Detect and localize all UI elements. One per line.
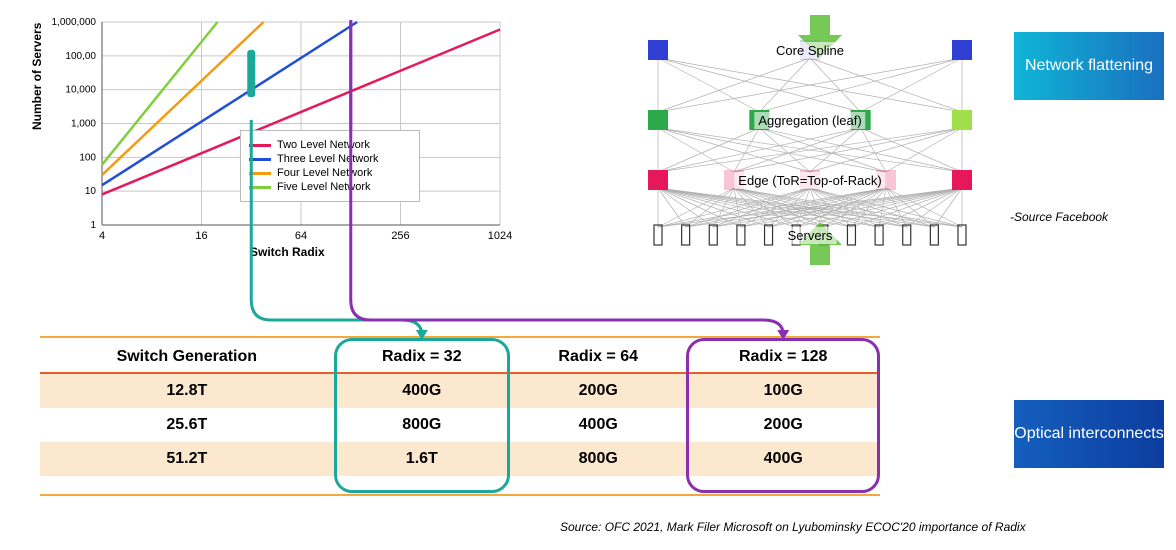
legend-label: Five Level Network: [277, 181, 371, 193]
legend-label: Three Level Network: [277, 153, 379, 165]
table-cell: 100G: [686, 374, 880, 408]
badge-network-flattening: Network flattening: [1014, 32, 1164, 100]
footer-source: Source: OFC 2021, Mark Filer Microsoft o…: [560, 520, 1026, 534]
legend-swatch: [249, 144, 271, 147]
legend-row: Four Level Network: [249, 167, 411, 179]
switch-radix-table: Switch GenerationRadix = 32Radix = 64Rad…: [40, 340, 880, 476]
svg-text:1,000: 1,000: [71, 119, 96, 130]
svg-text:10,000: 10,000: [65, 85, 96, 96]
legend-row: Two Level Network: [249, 139, 411, 151]
table-cell: 1.6T: [334, 442, 510, 476]
svg-text:10: 10: [85, 186, 97, 197]
chart-legend: Two Level Network Three Level Network Four…: [240, 130, 420, 202]
topology-source-label: -Source Facebook: [1010, 210, 1108, 224]
table-cell: 800G: [510, 442, 686, 476]
legend-row: Three Level Network: [249, 153, 411, 165]
legend-swatch: [249, 172, 271, 175]
topology-layer-label: Edge (ToR=Top-of-Rack): [734, 172, 885, 189]
servers-vs-radix-chart: Number of Servers Switch Radix 1101001,0…: [40, 10, 520, 260]
table-header: Radix = 32: [334, 340, 510, 374]
network-topology-diagram: Core Spline Aggregation (leaf) Edge (ToR=T…: [620, 10, 1000, 270]
svg-text:64: 64: [295, 230, 307, 242]
table-rule: [40, 336, 880, 338]
svg-text:256: 256: [391, 230, 409, 242]
legend-swatch: [249, 158, 271, 161]
table-rule: [40, 494, 880, 496]
table-header: Switch Generation: [40, 340, 334, 374]
svg-text:4: 4: [99, 230, 105, 242]
legend-label: Two Level Network: [277, 139, 370, 151]
topology-layer-label: Aggregation (leaf): [754, 112, 865, 129]
table-header: Radix = 64: [510, 340, 686, 374]
table-row: 12.8T400G200G100G: [40, 374, 880, 408]
legend-swatch: [249, 186, 271, 189]
table-cell: 12.8T: [40, 374, 334, 408]
table-cell: 400G: [334, 374, 510, 408]
svg-text:16: 16: [195, 230, 207, 242]
table-cell: 25.6T: [40, 408, 334, 442]
table-cell: 200G: [510, 374, 686, 408]
svg-text:100: 100: [79, 152, 96, 163]
svg-text:100,00: 100,00: [65, 51, 96, 62]
svg-text:1024: 1024: [488, 230, 512, 242]
badge-optical-interconnects: Optical interconnects: [1014, 400, 1164, 468]
table-header: Radix = 128: [686, 340, 880, 374]
table-cell: 400G: [510, 408, 686, 442]
table-row: 25.6T800G400G200G: [40, 408, 880, 442]
table-cell: 200G: [686, 408, 880, 442]
table-cell: 800G: [334, 408, 510, 442]
svg-text:1: 1: [90, 220, 96, 231]
table-cell: 51.2T: [40, 442, 334, 476]
legend-row: Five Level Network: [249, 181, 411, 193]
svg-text:1,000,000: 1,000,000: [52, 17, 97, 28]
table-row: 51.2T1.6T800G400G: [40, 442, 880, 476]
topology-layer-label: Core Spline: [772, 42, 848, 59]
topology-layer-label: Servers: [784, 227, 837, 244]
table-cell: 400G: [686, 442, 880, 476]
legend-label: Four Level Network: [277, 167, 372, 179]
